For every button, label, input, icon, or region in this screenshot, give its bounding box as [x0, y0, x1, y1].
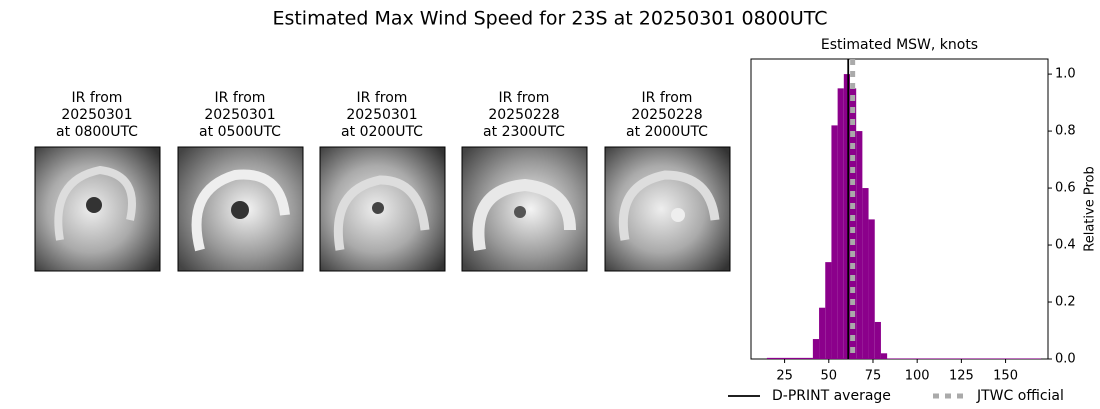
- bar: [887, 358, 1041, 359]
- bar: [850, 88, 857, 359]
- panel-title: at 0500UTC: [199, 124, 281, 140]
- x-tick-label: 50: [821, 369, 838, 384]
- bar: [819, 307, 826, 359]
- ir-image: [604, 146, 731, 272]
- bar: [843, 74, 850, 359]
- ir-image: [34, 146, 161, 272]
- x-tick-label: 100: [905, 369, 930, 384]
- bar: [837, 88, 844, 359]
- panel-title: 20250301: [61, 107, 132, 123]
- plot-frame: [750, 58, 1049, 360]
- panel-title: 20250301: [346, 107, 417, 123]
- ir-image: [319, 146, 446, 272]
- x-tick-label: 75: [865, 369, 882, 384]
- ir-image: [177, 146, 304, 272]
- bar: [812, 339, 820, 359]
- x-tick-label: 25: [776, 369, 793, 384]
- legend-label: D-PRINT average: [772, 388, 891, 404]
- x-tick-label: 125: [949, 369, 974, 384]
- bar: [766, 357, 813, 359]
- panel-title: at 0200UTC: [341, 124, 423, 140]
- panel-title: IR from: [357, 90, 408, 106]
- figure-title: Estimated Max Wind Speed for 23S at 2025…: [272, 8, 827, 30]
- y-tick-label: 0.6: [1055, 181, 1076, 196]
- bar: [874, 321, 881, 359]
- panel-title: at 2300UTC: [483, 124, 565, 140]
- bar: [825, 262, 832, 359]
- x-tick-label: 150: [993, 369, 1018, 384]
- y-axis-label: Relative Prob: [1083, 166, 1098, 251]
- ir-images: [34, 146, 731, 272]
- legend-label: JTWC official: [976, 388, 1064, 404]
- y-tick-label: 0.8: [1055, 124, 1076, 139]
- panel-title: IR from: [499, 90, 550, 106]
- bar: [868, 219, 875, 359]
- bar: [856, 131, 863, 359]
- panel-title: at 0800UTC: [56, 124, 138, 140]
- panel-title: 20250228: [488, 107, 559, 123]
- y-tick-label: 0.0: [1055, 352, 1076, 367]
- bar: [831, 125, 838, 359]
- ir-image: [461, 146, 588, 272]
- panel-title: 20250228: [631, 107, 702, 123]
- bar: [862, 188, 869, 359]
- panel-title: IR from: [642, 90, 693, 106]
- panel-title: IR from: [215, 90, 266, 106]
- panel-title: 20250301: [204, 107, 275, 123]
- panel-title: IR from: [72, 90, 123, 106]
- panel-title: at 2000UTC: [626, 124, 708, 140]
- y-tick-label: 1.0: [1055, 67, 1076, 82]
- y-tick-label: 0.2: [1055, 295, 1076, 310]
- bar: [880, 353, 888, 359]
- chart-title: Estimated MSW, knots: [821, 37, 978, 53]
- y-tick-label: 0.4: [1055, 238, 1076, 253]
